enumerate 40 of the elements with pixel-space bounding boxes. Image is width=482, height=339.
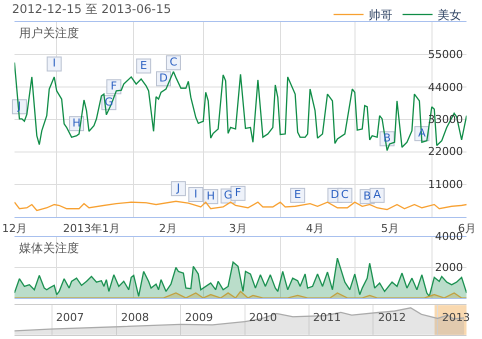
- y-tick-label: 2000: [435, 261, 463, 274]
- annotation: C: [341, 188, 350, 202]
- chart-subtitle: 用户关注度: [19, 26, 79, 40]
- legend-label: 帅哥: [368, 8, 393, 22]
- annotation: C: [170, 56, 178, 69]
- y-tick-label: 44000: [428, 81, 463, 94]
- annotation: I: [194, 187, 198, 200]
- x-tick-label: 12月: [2, 222, 27, 235]
- annotation: E: [294, 188, 302, 202]
- annotation: I: [52, 56, 56, 70]
- annotation: F: [234, 186, 242, 200]
- y-tick-label: 55000: [428, 48, 463, 61]
- annotation: A: [373, 188, 382, 202]
- x-tick-label: 4月: [306, 222, 324, 235]
- chart-title: 2012-12-15 至 2013-06-15: [12, 2, 172, 16]
- annotation: H: [206, 189, 215, 202]
- y-tick-label: 11000: [428, 178, 463, 191]
- annotation: F: [110, 79, 117, 92]
- x-tick-label: 2009: [185, 311, 213, 324]
- annotation: D: [330, 188, 340, 202]
- x-tick-label: 2007: [56, 311, 84, 324]
- x-tick-label: 5月: [381, 222, 399, 235]
- annotation: B: [363, 189, 371, 202]
- annotation: E: [140, 58, 148, 72]
- chart-title: 媒体关注度: [19, 241, 79, 255]
- x-tick-label: 2012: [378, 311, 406, 324]
- annotation: J: [176, 181, 180, 194]
- annotation: J: [16, 100, 22, 113]
- x-tick-label: 2010: [249, 311, 277, 324]
- x-tick-label: 2011: [313, 311, 341, 324]
- x-tick-label: 3月: [229, 222, 247, 235]
- x-tick-label: 2月: [159, 222, 177, 235]
- x-tick-label: 2013年1月: [63, 222, 120, 235]
- y-tick-label: 22000: [428, 145, 463, 158]
- annotation: G: [224, 188, 232, 202]
- annotation: H: [72, 116, 81, 130]
- x-tick-label: 2008: [121, 311, 149, 324]
- annotation: D: [159, 71, 168, 84]
- x-tick-label: 2013: [442, 311, 470, 324]
- legend-label: 美女: [438, 8, 462, 22]
